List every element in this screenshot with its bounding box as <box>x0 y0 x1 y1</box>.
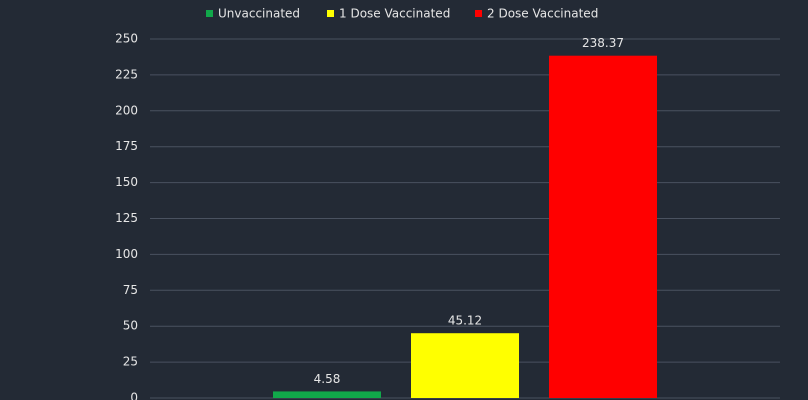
y-tick-label: 0 <box>130 391 138 400</box>
y-tick-label: 75 <box>123 283 138 297</box>
legend-label: 1 Dose Vaccinated <box>339 7 450 21</box>
legend-swatch <box>475 10 482 17</box>
bar <box>273 391 381 398</box>
data-label: 4.58 <box>314 372 341 386</box>
legend-swatch <box>327 10 334 17</box>
data-label: 45.12 <box>448 314 482 328</box>
y-tick-label: 100 <box>115 247 138 261</box>
y-tick-label: 175 <box>115 139 138 153</box>
data-label: 238.37 <box>582 36 624 50</box>
bar <box>411 333 519 398</box>
y-tick-label: 50 <box>123 319 138 333</box>
legend-swatch <box>206 10 213 17</box>
legend-label: 2 Dose Vaccinated <box>487 7 598 21</box>
bar <box>549 55 657 398</box>
y-tick-label: 225 <box>115 67 138 81</box>
y-tick-label: 125 <box>115 211 138 225</box>
y-tick-label: 200 <box>115 103 138 117</box>
y-tick-label: 25 <box>123 355 138 369</box>
y-tick-label: 250 <box>115 32 138 46</box>
y-tick-label: 150 <box>115 175 138 189</box>
legend-label: Unvaccinated <box>218 7 300 21</box>
